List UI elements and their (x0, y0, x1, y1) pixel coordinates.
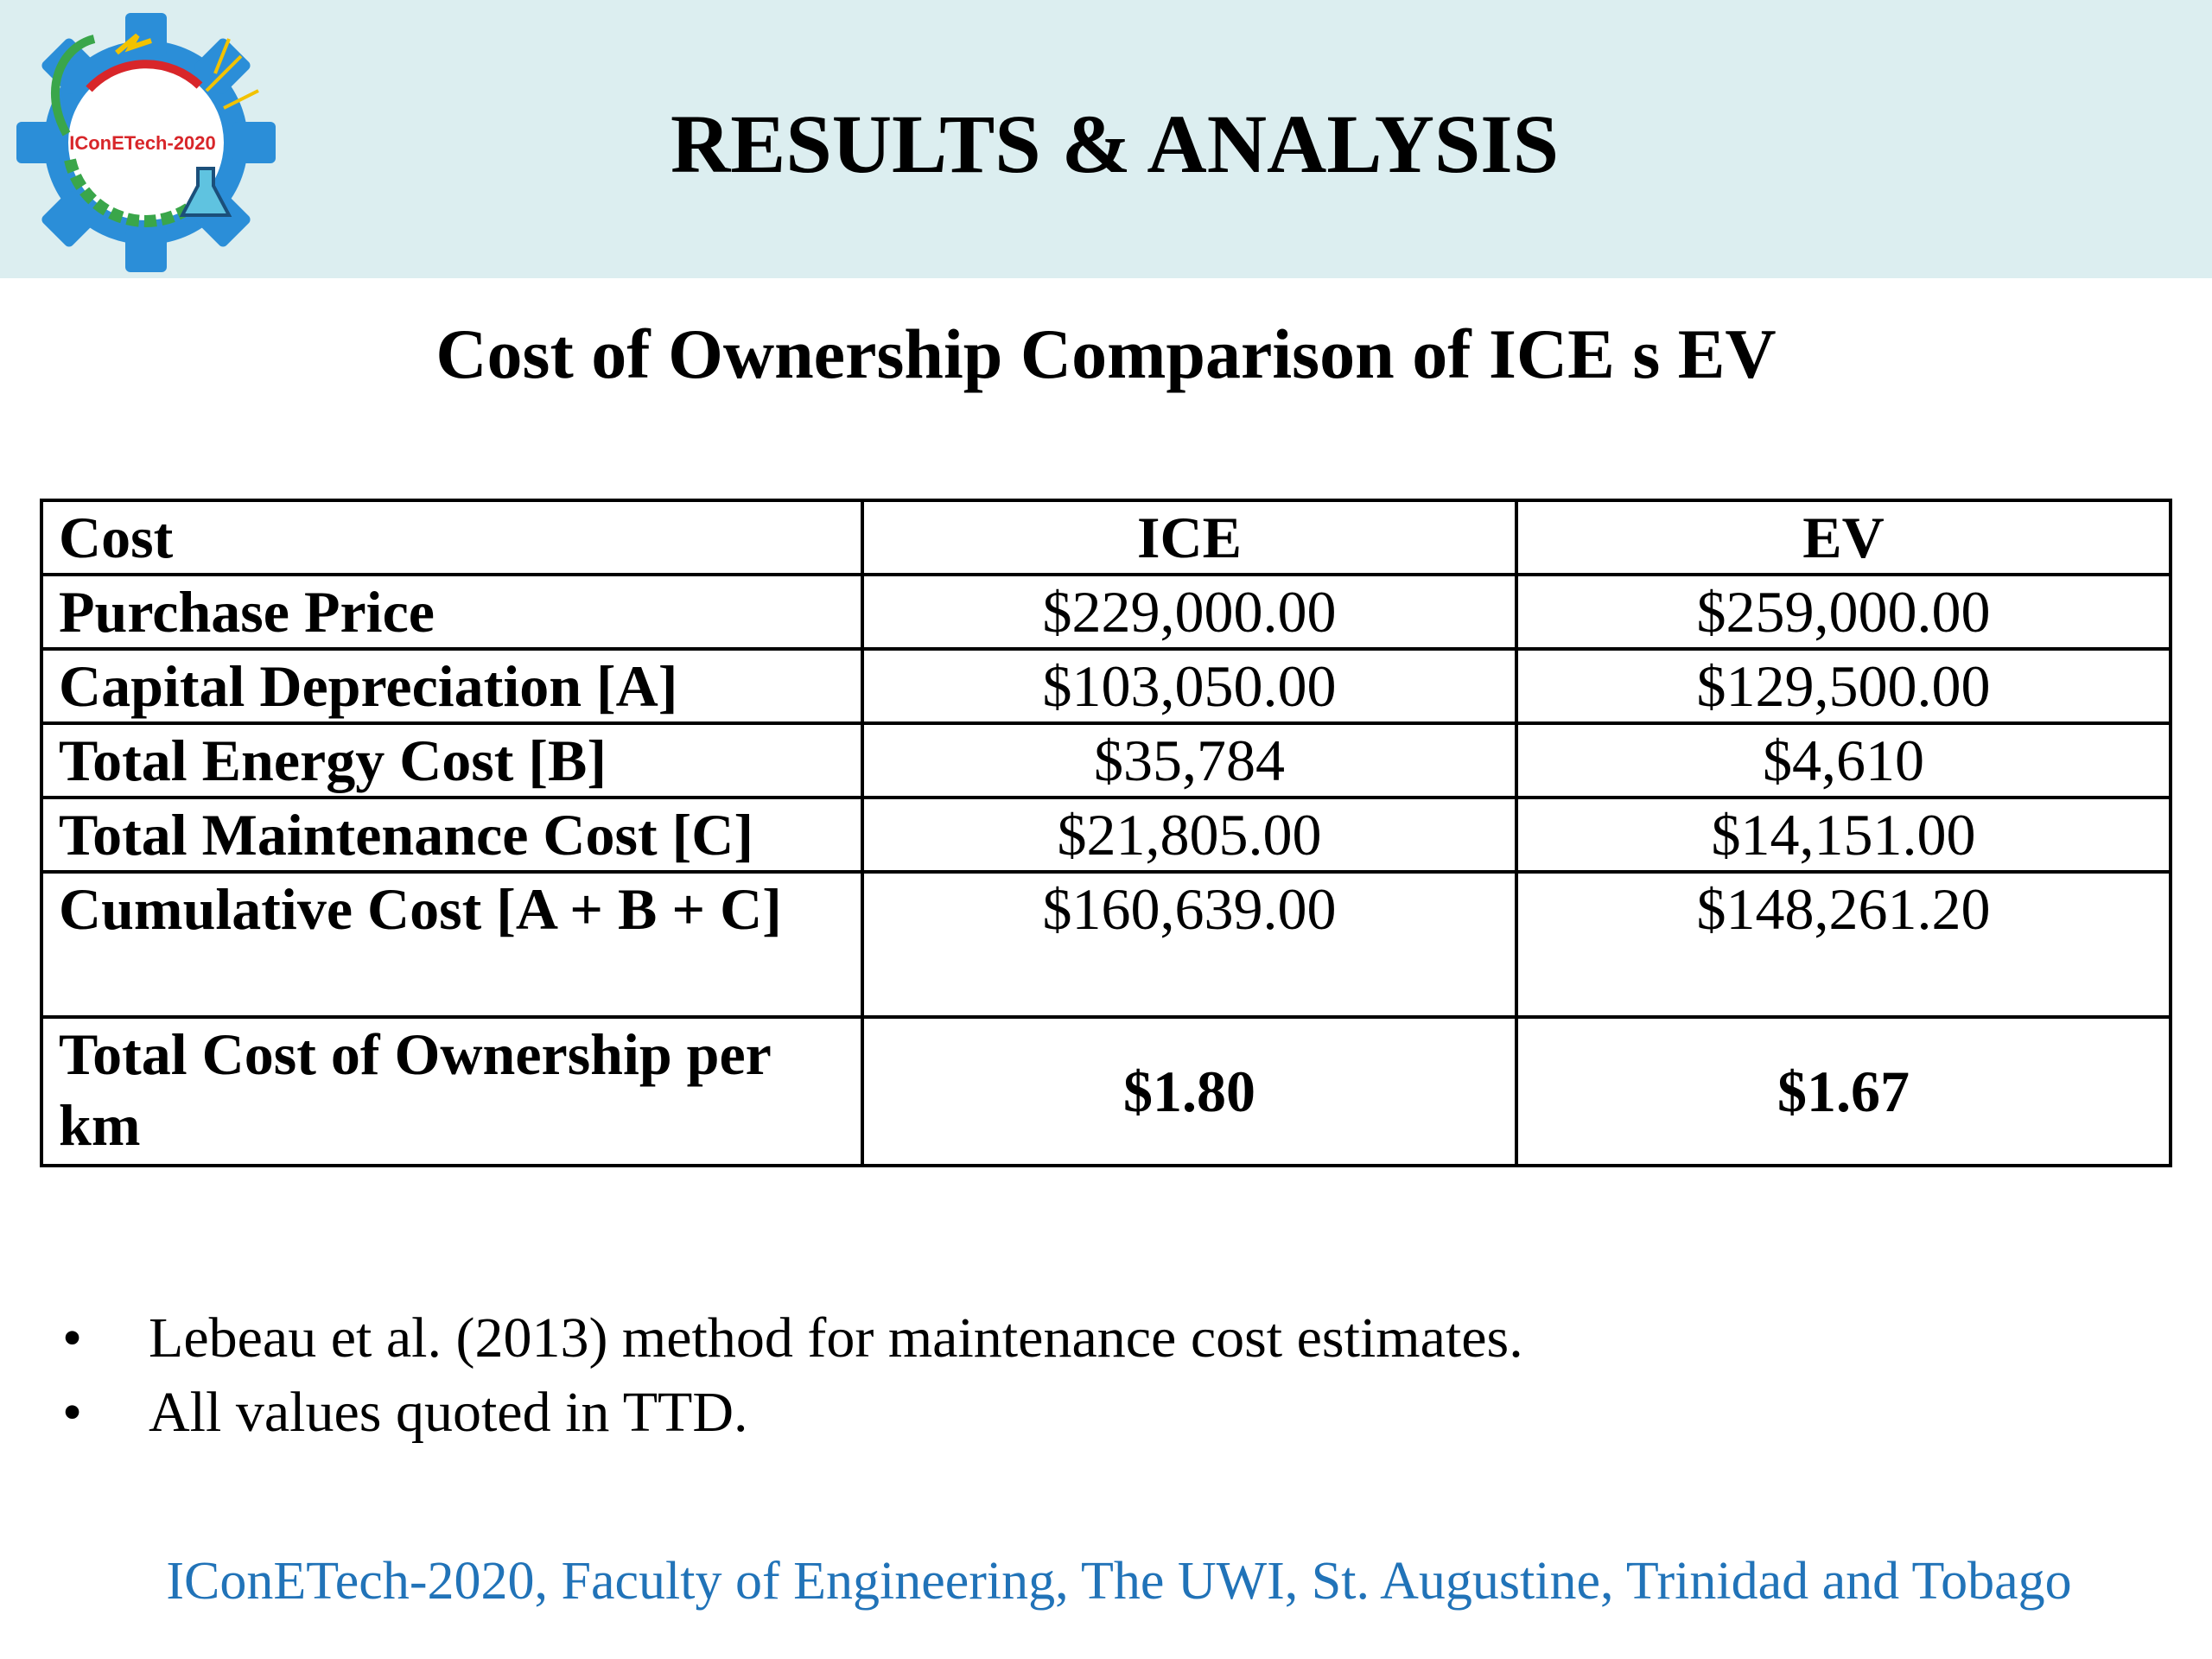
ev-value: $148,261.20 (1515, 870, 2172, 1019)
table-row-total: Total Cost of Ownership per km $1.80 $1.… (40, 1015, 2172, 1167)
ev-value: $129,500.00 (1515, 647, 2172, 725)
ev-value: $14,151.00 (1515, 796, 2172, 874)
bullet-icon: • (62, 1306, 83, 1370)
table-row: Purchase Price $229,000.00 $259,000.00 (40, 573, 2172, 651)
ev-value: $4,610 (1515, 721, 2172, 799)
logo-text: IConETech-2020 (69, 132, 216, 154)
ev-value: $259,000.00 (1515, 573, 2172, 651)
ice-value: $35,784 (861, 721, 1518, 799)
table-row: Cumulative Cost [A + B + C] $160,639.00 … (40, 870, 2172, 1019)
header-band: IConETech-2020 RESULTS & ANALYSIS (0, 0, 2212, 278)
table-row: Total Maintenance Cost [C] $21,805.00 $1… (40, 796, 2172, 874)
note-text: Lebeau et al. (2013) method for maintena… (149, 1306, 1523, 1370)
row-label: Total Energy Cost [B] (40, 721, 864, 799)
footer-text: IConETech-2020, Faculty of Engineering, … (166, 1552, 2072, 1611)
notes-list: • Lebeau et al. (2013) method for mainte… (52, 1301, 2126, 1450)
list-item: • Lebeau et al. (2013) method for mainte… (52, 1301, 2126, 1376)
row-label: Total Maintenance Cost [C] (40, 796, 864, 874)
row-label: Cumulative Cost [A + B + C] (40, 870, 864, 1019)
row-label: Purchase Price (40, 573, 864, 651)
ice-value: $103,050.00 (861, 647, 1518, 725)
ice-value: $1.80 (861, 1015, 1518, 1167)
column-header-ev: EV (1515, 499, 2172, 576)
note-text: All values quoted in TTD. (149, 1381, 748, 1444)
column-header-cost: Cost (40, 499, 864, 576)
bullet-icon: • (62, 1381, 83, 1444)
cost-comparison-table: Cost ICE EV Purchase Price $229,000.00 $… (40, 499, 2172, 1167)
page-title: RESULTS & ANALYSIS (670, 98, 1560, 190)
table-title: Cost of Ownership Comparison of ICE s EV (435, 315, 1777, 393)
row-label: Total Cost of Ownership per km (40, 1015, 864, 1167)
iconetech-logo: IConETech-2020 (16, 13, 276, 272)
table-row: Total Energy Cost [B] $35,784 $4,610 (40, 721, 2172, 799)
row-label: Capital Depreciation [A] (40, 647, 864, 725)
list-item: • All values quoted in TTD. (52, 1376, 2126, 1450)
table-row: Capital Depreciation [A] $103,050.00 $12… (40, 647, 2172, 725)
ice-value: $229,000.00 (861, 573, 1518, 651)
column-header-ice: ICE (861, 499, 1518, 576)
ice-value: $160,639.00 (861, 870, 1518, 1019)
ice-value: $21,805.00 (861, 796, 1518, 874)
table-header-row: Cost ICE EV (40, 499, 2172, 576)
ev-value: $1.67 (1515, 1015, 2172, 1167)
